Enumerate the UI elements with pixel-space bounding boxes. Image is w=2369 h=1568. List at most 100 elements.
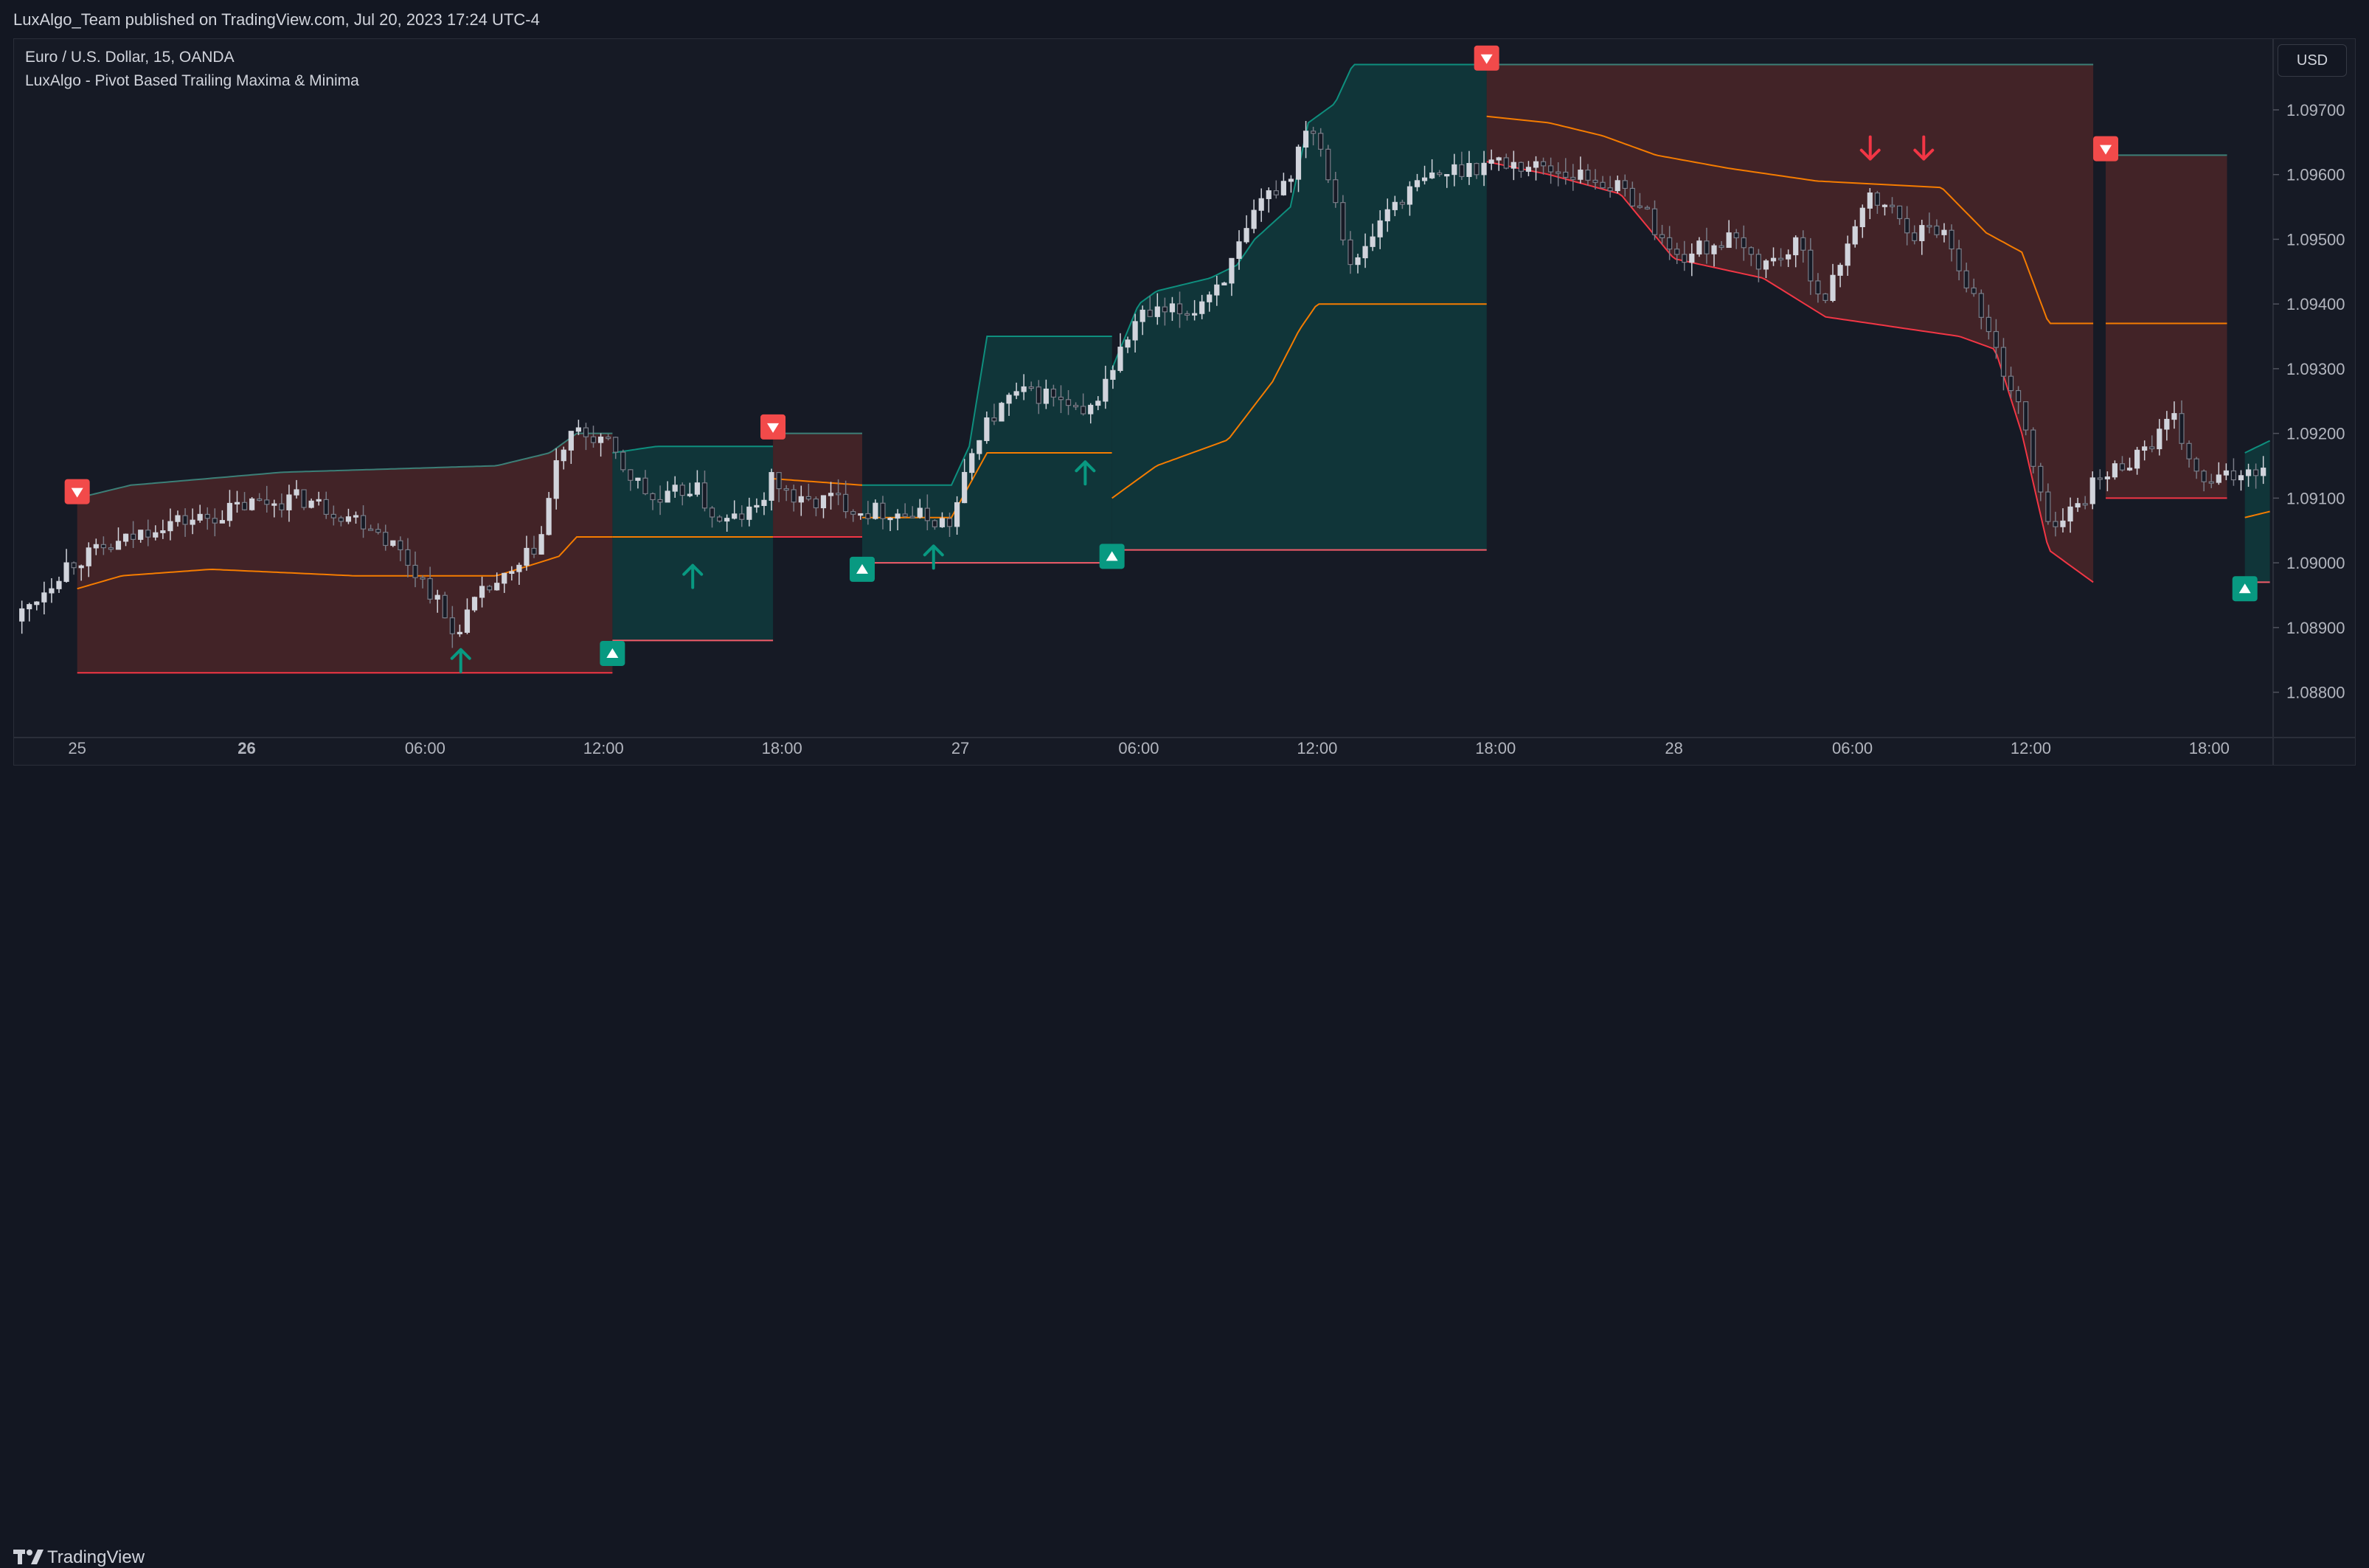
candle-body [531,547,537,555]
candle-body [338,517,344,522]
candle-body [828,493,834,496]
candle-body [2179,413,2185,444]
candle-body [1392,201,1398,210]
candle-body [1755,254,1762,270]
candle-body [122,533,129,542]
candle-body [1043,388,1049,404]
footer-bar: TradingView [0,767,2369,1567]
candle-body [902,513,908,517]
tradingview-logo-icon [13,1550,44,1564]
candle-body [1629,187,1635,207]
candle-body [427,577,433,600]
candle-body [1963,270,1969,289]
candle-body [1303,131,1309,148]
signal-arrow-up-icon [682,563,704,589]
candle-body [145,530,151,538]
candle-body [1592,179,1598,183]
trailing-maximum-3 [862,336,1112,486]
candle-body [2016,389,2022,403]
candle-body [1941,229,1947,235]
candle-body [41,592,47,603]
candle-body [2157,429,2162,450]
candle-body [71,562,77,569]
trailing-zone-2 [773,433,862,537]
signal-arrow-up-icon [1075,460,1096,486]
candle-body [1503,157,1509,169]
candle-body [1600,181,1606,189]
candle-body [353,515,359,518]
symbol-legend[interactable]: Euro / U.S. Dollar, 15, OANDA [25,49,235,66]
candle-body [991,417,997,422]
candle-body [1065,399,1072,406]
candle-body [2149,446,2155,450]
tradingview-brand[interactable]: TradingView [47,1547,145,1567]
candle-body [1956,248,1962,271]
candle-body [999,403,1005,422]
candle-body [873,502,878,519]
candle-body [865,513,871,519]
candle-body [249,498,255,510]
candle-body [1674,249,1680,255]
price-tick-label: 1.08800 [2286,684,2345,702]
candle-body [1229,257,1235,284]
candle-body [1058,396,1064,400]
price-tick-label: 1.09400 [2286,295,2345,313]
candle-body [197,513,203,521]
candle-body [739,513,745,520]
candle-body [791,489,797,503]
candle-body [175,515,181,522]
indicator-legend[interactable]: LuxAlgo - Pivot Based Trailing Maxima & … [25,72,359,89]
candle-body [606,436,611,440]
candle-body [271,503,277,506]
candle-body [2075,503,2081,508]
candle-body [2000,347,2007,377]
candle-body [1125,339,1131,348]
candle-body [494,583,500,591]
candle-body [1207,294,1213,302]
candle-body [813,498,819,509]
candle-body [2030,429,2036,467]
candle-body [457,631,462,634]
candle-body [1718,245,1724,249]
candle-body [212,518,218,524]
candle-body [650,493,656,501]
candle-body [1355,257,1361,266]
candle-body [390,540,396,547]
candle-body [153,532,159,538]
candle-body [19,608,25,622]
trailing-average-0 [77,536,613,590]
price-chart[interactable]: 1.08800 1.08900 1.09000 1.09100 1.09200 1.093… [0,0,2369,816]
candle-body [1318,133,1324,150]
candle-body [1199,301,1205,314]
trailing-average-7 [2244,510,2270,518]
candle-body [1533,161,1539,168]
signal-arrow-down-icon [1913,135,1935,161]
trailing-zone-7 [2244,440,2270,583]
candle-body [330,513,336,518]
candle-body [1370,236,1376,247]
price-tick-label: 1.09100 [2286,489,2345,507]
candle-body [946,518,953,527]
candle-body [590,436,597,443]
candle-body [412,564,418,578]
candle-body [108,547,114,550]
candle-body [1095,400,1101,406]
candle-body [405,549,411,566]
candle-body [635,477,641,481]
candle-body [1036,386,1041,404]
candle-body [613,437,619,453]
candle-body [858,513,864,516]
candle-body [1340,202,1346,240]
candle-body [2245,469,2252,476]
top-bar: LuxAlgo_Team published on TradingView.co… [0,0,2369,41]
triangle-down-icon [767,423,780,433]
candle-body [1221,282,1227,285]
candle-body [1273,190,1279,195]
candle-body [1867,192,1873,209]
candle-body [2126,468,2133,471]
candle-body [1770,257,1777,262]
candle-body [1362,246,1368,259]
candle-body [761,499,767,507]
candle-body [716,516,723,522]
currency-button[interactable]: USD [2278,44,2347,77]
